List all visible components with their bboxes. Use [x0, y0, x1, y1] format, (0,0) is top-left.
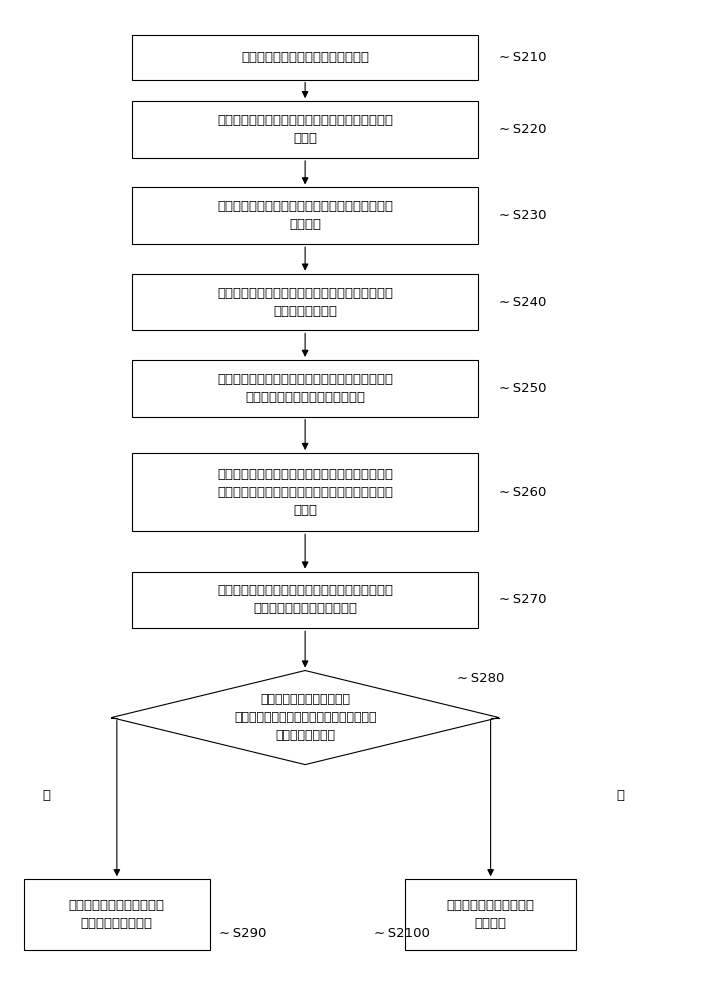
Text: ∼ S290: ∼ S290 [218, 927, 266, 940]
Text: 根据所述关联关系和所述机油烟炱含量，确定所述
柴油颗粒过滤器内的实际烟炱含量: 根据所述关联关系和所述机油烟炱含量，确定所述 柴油颗粒过滤器内的实际烟炱含量 [217, 373, 393, 404]
Text: ∼ S2100: ∼ S2100 [374, 927, 430, 940]
Text: 获取机油品质传感器检测的所述发动机内机油的介
电常数: 获取机油品质传感器检测的所述发动机内机油的介 电常数 [217, 114, 393, 145]
Text: 是: 是 [42, 789, 50, 802]
Text: ∼ S260: ∼ S260 [499, 486, 547, 499]
Text: ∼ S210: ∼ S210 [499, 51, 547, 64]
FancyBboxPatch shape [24, 879, 210, 950]
FancyBboxPatch shape [132, 360, 478, 417]
FancyBboxPatch shape [132, 101, 478, 158]
Text: 获取所述机油烟炱含量和所述柴油颗粒过滤器内烟
炱含量的关联关系: 获取所述机油烟炱含量和所述柴油颗粒过滤器内烟 炱含量的关联关系 [217, 287, 393, 318]
FancyBboxPatch shape [132, 274, 478, 330]
Text: 所述检测压差是否小于所述
实际压差，或者所述检测再生次数是否小于
所述实际再生次数: 所述检测压差是否小于所述 实际压差，或者所述检测再生次数是否小于 所述实际再生次… [234, 693, 376, 742]
Text: ∼ S270: ∼ S270 [499, 593, 547, 606]
FancyBboxPatch shape [132, 572, 478, 628]
Text: 比较所述检测压差和所述实际压差，或者所述检测
再生次数和所述实际再生次数: 比较所述检测压差和所述实际压差，或者所述检测 再生次数和所述实际再生次数 [217, 584, 393, 615]
Text: 根据预设的烟炱含量转换模型，将所述实际烟炱含
量转换为所述柴油颗粒过滤器的实际压差或实际再
生次数: 根据预设的烟炱含量转换模型，将所述实际烟炱含 量转换为所述柴油颗粒过滤器的实际压… [217, 468, 393, 517]
Text: ∼ S230: ∼ S230 [499, 209, 547, 222]
Text: 获取柴油颗粒过滤器的检测参数信息: 获取柴油颗粒过滤器的检测参数信息 [241, 51, 369, 64]
Text: ∼ S250: ∼ S250 [499, 382, 547, 395]
Text: 确定所述柴油颗粒过滤器
没有故障: 确定所述柴油颗粒过滤器 没有故障 [446, 899, 535, 930]
Text: ∼ S220: ∼ S220 [499, 123, 547, 136]
Text: 否: 否 [616, 789, 624, 802]
FancyBboxPatch shape [132, 187, 478, 244]
Text: 根据所述介电常数，确定所述发动机内机油的机油
烟炱含量: 根据所述介电常数，确定所述发动机内机油的机油 烟炱含量 [217, 200, 393, 231]
Polygon shape [111, 671, 499, 765]
Text: ∼ S240: ∼ S240 [499, 296, 547, 309]
FancyBboxPatch shape [405, 879, 576, 950]
Text: 确定所述柴油颗粒过滤器存
在故障，并进行报警: 确定所述柴油颗粒过滤器存 在故障，并进行报警 [69, 899, 165, 930]
Text: ∼ S280: ∼ S280 [457, 672, 505, 685]
FancyBboxPatch shape [132, 34, 478, 80]
FancyBboxPatch shape [132, 453, 478, 531]
